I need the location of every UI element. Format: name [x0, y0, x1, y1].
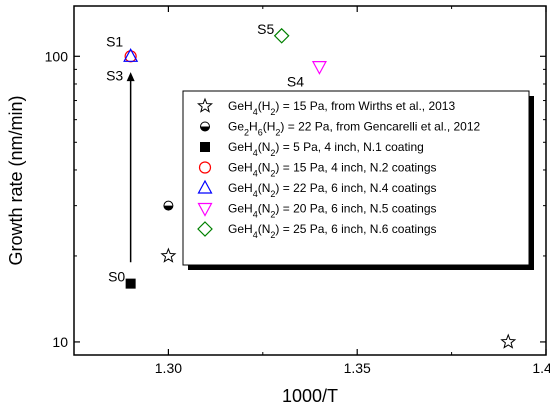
- legend-marker-star: [197, 97, 213, 113]
- annotation-label: S5: [257, 21, 274, 37]
- legend-entry-label: GeH4(N2) = 22 Pa, 6 inch, N.4 coatings: [228, 181, 437, 199]
- legend-entry-label: Ge2H6(H2) = 22 Pa, from Gencarelli et al…: [228, 120, 481, 138]
- x-tick-label: 1.40: [532, 360, 550, 376]
- x-tick-label: 1.35: [344, 360, 371, 376]
- annotation-label: S1: [106, 33, 123, 49]
- half-circle-outline: [200, 121, 210, 132]
- x-axis-label: 1000/T: [282, 386, 338, 406]
- data-point-diamond-6-0: [273, 27, 290, 44]
- legend-marker-diamond: [197, 221, 213, 237]
- legend-box: [182, 90, 530, 266]
- y-tick-label: 10: [52, 334, 68, 350]
- data-point-square-2-0: [125, 278, 136, 289]
- legend-marker-square: [200, 142, 210, 152]
- legend-entry-label: GeH4(N2) = 20 Pa, 6 inch, N.5 coatings: [228, 202, 437, 220]
- data-point-triangle-down-5-0: [311, 61, 327, 75]
- data-point-star-0-1: [500, 333, 517, 349]
- legend-marker-triangle-down: [197, 202, 213, 217]
- legend-marker-half-circle: [200, 121, 210, 132]
- half-circle-fill: [163, 205, 173, 211]
- data-point-half-circle-1-0: [163, 200, 174, 211]
- plot-area-frame: [73, 5, 547, 356]
- y-axis-label: Growth rate (nm/min): [6, 95, 26, 265]
- annotation-label: S0: [108, 269, 125, 285]
- data-point-star-0-0: [160, 247, 177, 263]
- trend-arrow-head: [126, 72, 135, 82]
- y-tick-label: 100: [45, 48, 69, 64]
- legend-entry-label: GeH4(N2) = 25 Pa, 6 inch, N.6 coatings: [228, 222, 437, 240]
- half-circle-outline: [163, 200, 174, 211]
- legend-entry-label: GeH4(H2) = 15 Pa, from Wirths et al., 20…: [228, 99, 455, 117]
- half-circle-fill: [200, 126, 210, 131]
- data-point-triangle-up-4-0: [123, 48, 139, 62]
- legend-marker-circle: [198, 161, 212, 174]
- legend-marker-triangle-up: [197, 179, 213, 194]
- x-tick-label: 1.30: [155, 360, 182, 376]
- legend-entry-label: GeH4(N2) = 5 Pa, 4 inch, N.1 coating: [228, 140, 424, 158]
- annotation-label: S3: [106, 67, 123, 83]
- annotation-label: S4: [287, 74, 304, 90]
- legend-entry-label: GeH4(N2) = 15 Pa, 4 inch, N.2 coatings: [228, 161, 437, 179]
